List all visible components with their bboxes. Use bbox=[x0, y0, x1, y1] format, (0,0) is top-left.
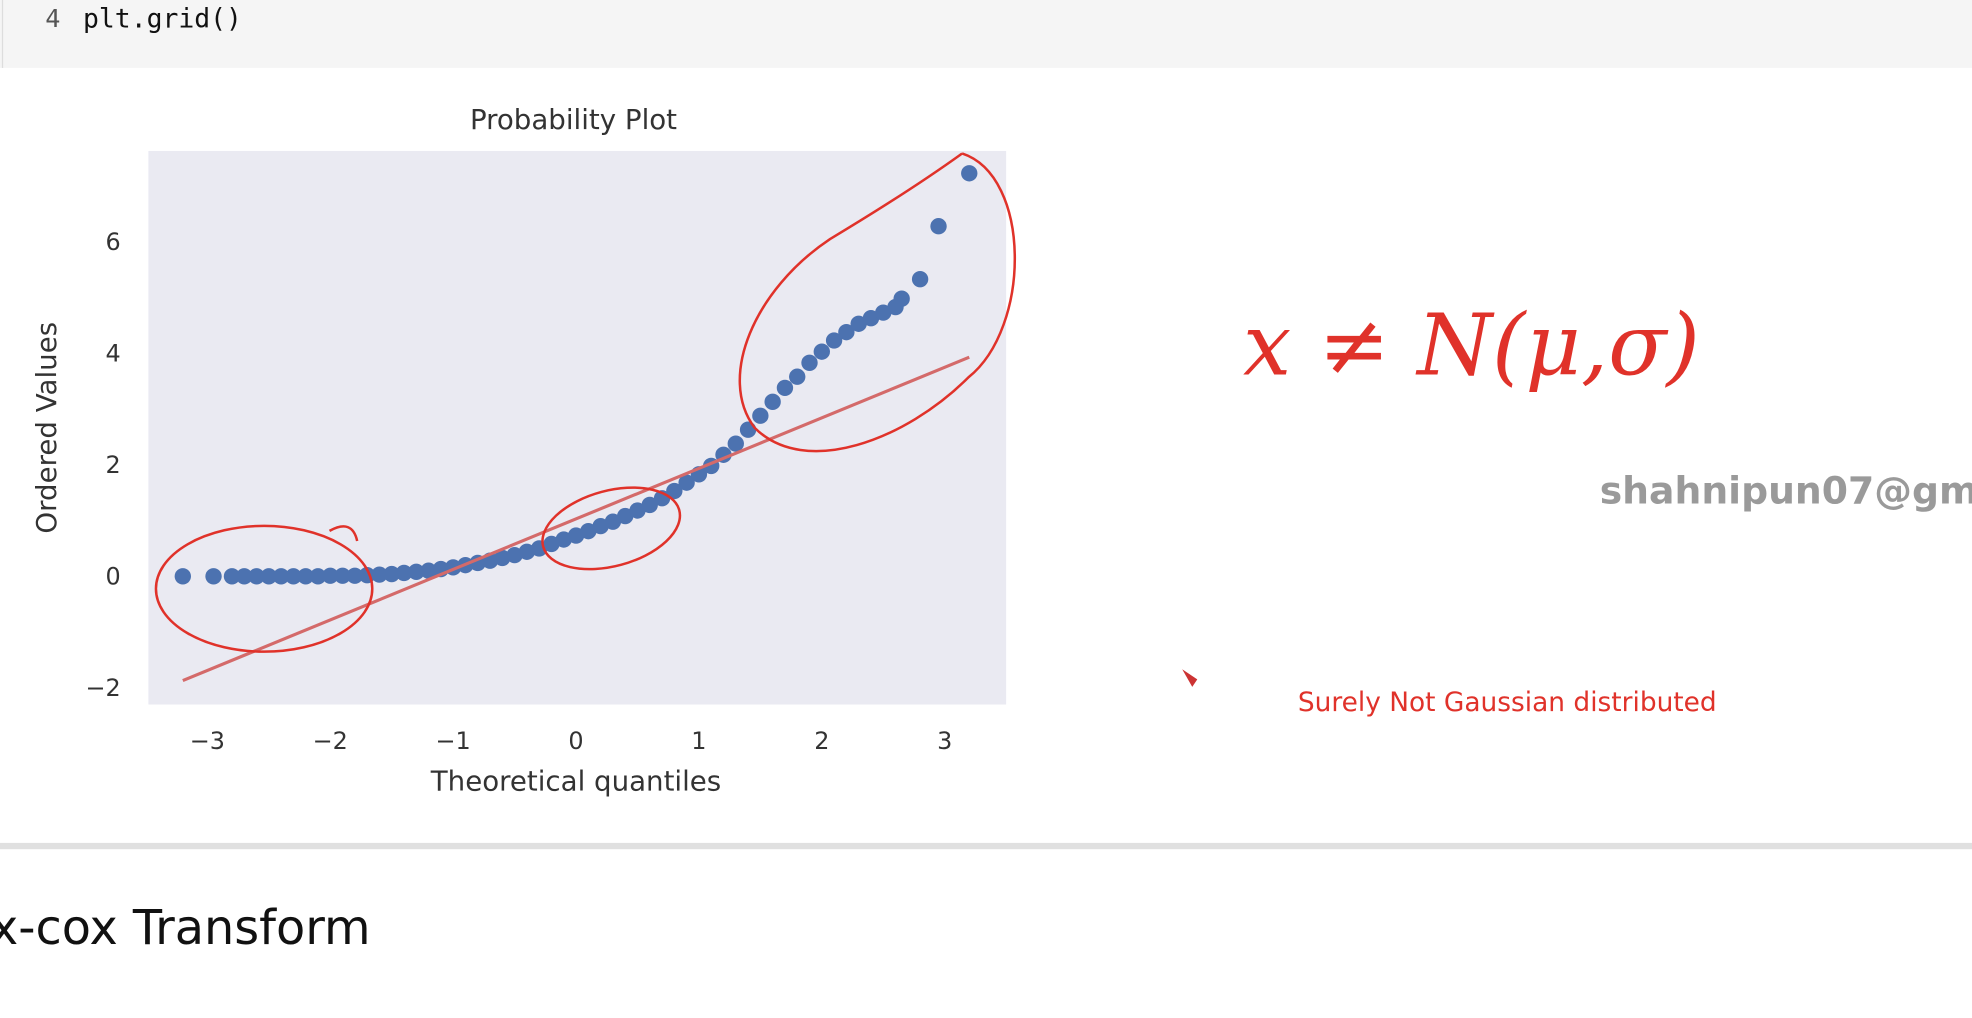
point bbox=[506, 546, 523, 564]
point bbox=[850, 315, 867, 332]
point bbox=[592, 517, 609, 535]
x-tick-label: −1 bbox=[436, 727, 471, 755]
x-axis-label: Theoretical quantiles bbox=[430, 765, 721, 798]
point bbox=[911, 271, 929, 288]
point bbox=[420, 562, 437, 579]
plot: −3 −2 −1 0 1 2 3 −2 0 2 4 6 bbox=[86, 150, 1007, 755]
section-heading: x-cox Transform bbox=[0, 901, 371, 956]
annotation-circles bbox=[154, 152, 1017, 653]
point bbox=[223, 568, 241, 585]
y-tick-label: 0 bbox=[106, 562, 121, 590]
x-tick-label: −2 bbox=[313, 727, 348, 755]
point bbox=[322, 567, 339, 584]
point bbox=[617, 507, 634, 525]
point bbox=[752, 407, 769, 424]
y-tick-label: 2 bbox=[106, 451, 121, 479]
point bbox=[408, 563, 425, 581]
point bbox=[825, 332, 843, 349]
point bbox=[383, 565, 400, 583]
point bbox=[205, 568, 222, 585]
point bbox=[346, 567, 364, 584]
note: Surely Not Gaussian distributed bbox=[1298, 687, 1717, 718]
code-cell[interactable] bbox=[0, 0, 1972, 68]
point bbox=[813, 343, 830, 360]
x-tick-label: −3 bbox=[190, 727, 225, 755]
point bbox=[893, 290, 910, 307]
point bbox=[543, 535, 560, 553]
y-axis-label: Ordered Values bbox=[30, 322, 63, 534]
point bbox=[297, 568, 314, 585]
point bbox=[174, 568, 191, 585]
point bbox=[371, 566, 388, 583]
circle bbox=[738, 152, 1017, 453]
point bbox=[862, 310, 880, 327]
cursor bbox=[1182, 669, 1198, 687]
point bbox=[567, 527, 585, 544]
point bbox=[875, 304, 892, 321]
point bbox=[764, 393, 781, 410]
point bbox=[930, 218, 947, 235]
point bbox=[272, 568, 290, 585]
point bbox=[309, 568, 327, 585]
line-number: 4 bbox=[45, 4, 60, 33]
point bbox=[801, 354, 818, 371]
point bbox=[334, 567, 351, 584]
point bbox=[838, 323, 855, 341]
point bbox=[961, 165, 978, 182]
point bbox=[260, 568, 278, 585]
point bbox=[285, 568, 302, 585]
x-tick-label: 0 bbox=[568, 727, 583, 755]
point bbox=[494, 549, 511, 567]
y-tick-label: −2 bbox=[86, 674, 121, 702]
code-text: plt.grid() bbox=[83, 4, 242, 35]
point bbox=[678, 474, 695, 491]
x-tick-label: 1 bbox=[691, 727, 706, 755]
cell-shadow bbox=[0, 842, 1972, 850]
point bbox=[395, 564, 413, 582]
watermark: shahnipun07@gma bbox=[1600, 469, 1972, 513]
circle bbox=[328, 525, 359, 542]
point bbox=[641, 496, 658, 514]
point bbox=[629, 502, 646, 519]
y-tick-label: 6 bbox=[106, 228, 121, 256]
point bbox=[248, 568, 265, 585]
circle bbox=[541, 486, 682, 571]
point bbox=[789, 368, 806, 385]
point bbox=[236, 568, 253, 585]
point bbox=[727, 435, 744, 452]
x-tick-label: 3 bbox=[937, 727, 952, 755]
circle bbox=[154, 524, 374, 653]
point bbox=[666, 482, 683, 500]
formula: x ≠ N(μ,σ) bbox=[1243, 297, 1700, 396]
point bbox=[776, 379, 794, 397]
point bbox=[604, 513, 622, 530]
chart-title: Probability Plot bbox=[470, 103, 677, 136]
point bbox=[555, 531, 572, 548]
fit-line bbox=[182, 355, 970, 683]
point bbox=[580, 522, 597, 540]
y-tick-label: 4 bbox=[106, 339, 121, 367]
x-tick-label: 2 bbox=[814, 727, 829, 755]
point bbox=[518, 543, 536, 560]
plot-area bbox=[148, 150, 1007, 705]
point bbox=[739, 421, 757, 438]
